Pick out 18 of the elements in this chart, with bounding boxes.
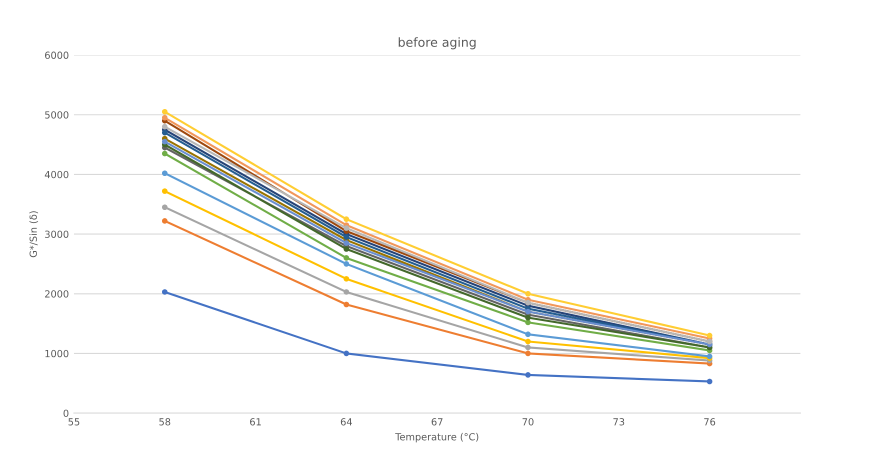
chart-title: before aging (398, 37, 476, 50)
x-tick-label: 64 (340, 418, 352, 426)
x-tick-label: 67 (432, 418, 443, 426)
x-tick-label: 70 (522, 418, 534, 426)
x-tick-label: 76 (704, 418, 716, 426)
y-tick-label: 5000 (45, 111, 68, 119)
x-axis-title: Temperature (°C) (395, 432, 478, 442)
y-axis-title: G*/Sin (δ) (29, 211, 38, 258)
y-tick-label: 3000 (45, 230, 68, 238)
y-tick-label: 6000 (45, 52, 68, 59)
x-tick-label: 61 (250, 418, 261, 426)
y-tick-label: 1000 (45, 350, 68, 358)
x-tick-label: 55 (68, 418, 80, 426)
y-tick-label: 2000 (45, 290, 68, 298)
x-tick-label: 73 (613, 418, 624, 426)
x-tick-label: 58 (159, 418, 170, 426)
y-tick-label: 0 (64, 410, 68, 417)
y-tick-label: 4000 (44, 170, 68, 178)
